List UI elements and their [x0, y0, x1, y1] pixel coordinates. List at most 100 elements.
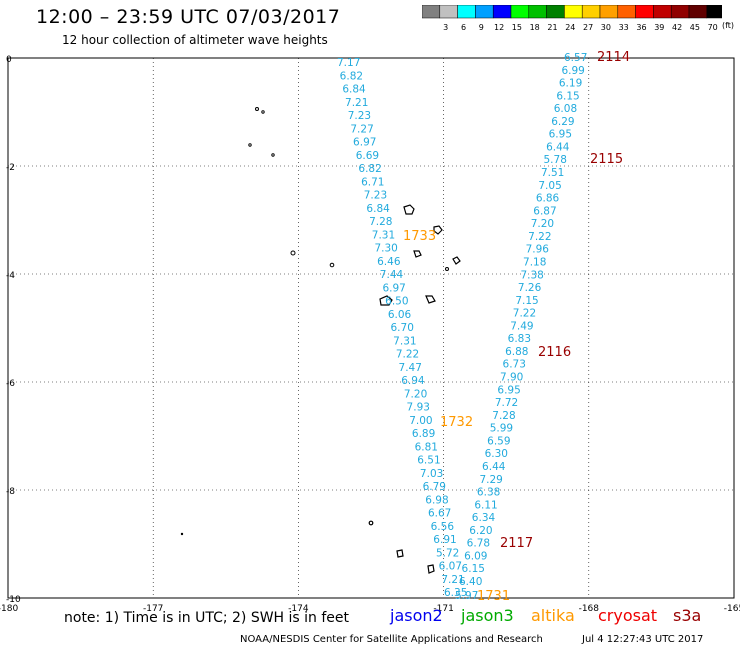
page-title: 12:00 – 23:59 UTC 07/03/2017: [36, 6, 341, 28]
swh-value: 6.97: [382, 282, 405, 294]
island: [452, 256, 461, 265]
island: [271, 153, 275, 157]
legend-jason3: jason3: [461, 606, 514, 625]
colorbar-tick-label: 12: [494, 23, 504, 32]
island: [261, 110, 265, 114]
swh-value: 7.44: [380, 269, 404, 281]
pass-time-label: 1732: [440, 415, 473, 430]
lat-tick-label: -6: [6, 379, 15, 389]
island: [255, 107, 259, 111]
swh-value: 7.96: [526, 244, 550, 256]
swh-value: 7.31: [372, 229, 395, 241]
swh-value: 6.29: [551, 116, 574, 128]
pass-time-label: 2114: [597, 50, 630, 65]
island: [329, 262, 335, 268]
generation-timestamp: Jul 4 12:27:43 UTC 2017: [582, 634, 704, 645]
swh-value: 6.86: [536, 193, 560, 205]
swh-value: 6.95: [549, 129, 572, 141]
island: [425, 295, 436, 304]
swh-value: 5.78: [544, 154, 567, 166]
swh-value: 6.46: [377, 256, 401, 268]
swh-value: 6.94: [401, 375, 425, 387]
swh-value: 7.17: [337, 57, 360, 69]
lon-tick-label: -180: [0, 604, 18, 614]
swh-value: 7.26: [518, 282, 542, 294]
colorbar-tick-label: 33: [619, 23, 629, 32]
colorbar-units-label: (ft): [722, 21, 735, 30]
swh-value: 6.73: [503, 359, 526, 371]
colorbar-tick-label: 24: [565, 23, 575, 32]
swh-value: 6.81: [415, 441, 438, 453]
swh-value: 7.28: [369, 216, 392, 228]
colorbar-tick-label: 18: [530, 23, 540, 32]
swh-value: 6.30: [485, 448, 508, 460]
swh-value: 6.50: [385, 296, 408, 308]
swh-value: 6.19: [559, 78, 582, 90]
swh-value: 5.99: [490, 423, 513, 435]
colorbar-tick-label: 36: [636, 23, 646, 32]
island: [290, 250, 296, 256]
swh-value: 7.31: [393, 335, 416, 347]
island: [433, 225, 443, 235]
map-grid: [7, 57, 735, 599]
lon-tick-label: -177: [143, 604, 163, 614]
swh-value: 6.71: [361, 176, 384, 188]
swh-value: 6.82: [358, 163, 381, 175]
pass-time-label: 2115: [590, 152, 623, 167]
swh-value: 7.21: [441, 574, 464, 586]
legend-altika: altika: [531, 606, 575, 625]
swh-value: 6.20: [469, 525, 492, 537]
island: [368, 520, 374, 526]
swh-value: 6.87: [533, 205, 556, 217]
swh-value: 7.03: [420, 468, 443, 480]
island: [248, 143, 252, 147]
swh-value: 7.93: [407, 402, 430, 414]
swh-value: 6.70: [391, 322, 414, 334]
swh-value: 6.44: [546, 141, 570, 153]
colorbar-tick-label: 15: [512, 23, 522, 32]
swh-value: 7.28: [492, 410, 515, 422]
island: [445, 267, 449, 271]
lon-tick-label: -174: [288, 604, 309, 614]
swh-value: 6.98: [425, 494, 448, 506]
wave-height-colorbar: 3 6 9 12 15 18 21 24 27 30 33 36 39 42 45 70: [422, 5, 722, 32]
swh-value: 6.59: [487, 435, 510, 447]
colorbar-tick-label: 39: [654, 23, 664, 32]
swh-value: 7.20: [404, 388, 427, 400]
swh-value: 7.22: [396, 349, 419, 361]
islands-layer: [180, 107, 461, 574]
swh-value: 7.27: [350, 123, 373, 135]
credit-line: NOAA/NESDIS Center for Satellite Applica…: [240, 634, 543, 645]
swh-value: 7.15: [515, 295, 538, 307]
swh-value: 6.34: [472, 512, 496, 524]
island: [396, 549, 404, 558]
swh-value: 6.79: [423, 481, 446, 493]
swh-value: 6.56: [431, 521, 455, 533]
swh-value: 7.22: [513, 308, 536, 320]
colorbar-tick-label: 3: [443, 23, 448, 32]
swh-value: 6.57: [564, 52, 587, 64]
swh-value: 6.99: [561, 65, 584, 77]
colorbar-tick-label: 30: [601, 23, 611, 32]
pass-time-label: 2117: [500, 536, 533, 551]
colorbar-tick-label: 9: [479, 23, 484, 32]
swh-value: 6.15: [462, 563, 485, 575]
swh-value: 6.88: [505, 346, 528, 358]
swh-value: 6.84: [342, 84, 366, 96]
colorbar-tick-label: 21: [547, 23, 557, 32]
colorbar-tick-label: 70: [708, 23, 718, 32]
colorbar-tick-label: 6: [461, 23, 466, 32]
swh-value: 7.90: [500, 372, 523, 384]
swh-value: 6.84: [366, 203, 390, 215]
swh-value: 6.09: [464, 550, 487, 562]
lon-tick-label: -171: [433, 604, 453, 614]
swh-value: 7.00: [409, 415, 432, 427]
swh-value: 6.78: [467, 538, 490, 550]
swh-value: 7.72: [495, 397, 518, 409]
pass-time-label: 1731: [477, 589, 510, 604]
swh-value: 6.11: [474, 499, 497, 511]
colorbar-tick-label: 27: [583, 23, 593, 32]
swh-value: 6.08: [554, 103, 577, 115]
lat-tick-label: -2: [6, 163, 15, 173]
swh-value: 6.67: [428, 508, 451, 520]
